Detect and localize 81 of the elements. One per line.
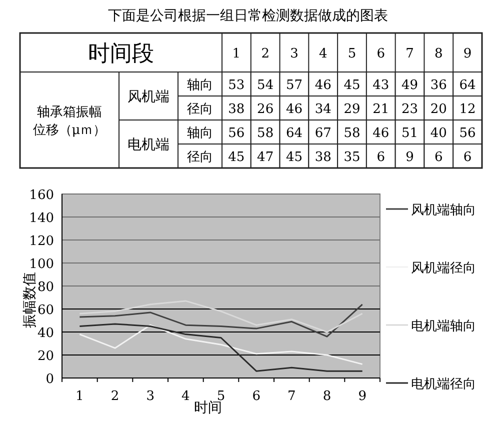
data-label: 20 <box>430 102 447 117</box>
y-tick-label: 0 <box>46 372 54 387</box>
legend-label: 风机端轴向 <box>411 203 476 218</box>
text: 轴承箱振幅位移（μｍ） <box>32 105 106 138</box>
x-tick-label: 3 <box>146 389 154 404</box>
x-tick-label: 8 <box>322 389 332 404</box>
data-label: 6 <box>376 150 386 165</box>
x-tick-label: 5 <box>348 46 356 62</box>
y-tick-label: 120 <box>29 234 54 249</box>
data-label: 53 <box>228 78 245 93</box>
data-label: 46 <box>372 126 390 141</box>
text: 时间段 <box>88 42 154 66</box>
y-tick-label: 轴向 <box>187 126 213 141</box>
data-label: 6 <box>434 150 443 165</box>
text: 风机端 <box>128 89 170 105</box>
data-label: 57 <box>286 78 302 93</box>
line-series <box>78 300 364 333</box>
x-tick-label: 4 <box>182 389 190 404</box>
data-label: 40 <box>430 126 447 141</box>
x-tick-label: 4 <box>318 46 328 62</box>
y-tick-label: 20 <box>37 349 54 364</box>
x-tick-label: 7 <box>288 389 296 404</box>
legend-label: 风机端径向 <box>411 261 476 276</box>
y-tick-label: 80 <box>37 280 54 295</box>
text: 电机端 <box>128 137 170 153</box>
data-label: 43 <box>372 78 390 93</box>
data-label: 29 <box>344 102 360 117</box>
y-tick-label: 40 <box>37 326 54 341</box>
x-tick-label: 6 <box>376 46 386 62</box>
y-tick-label: 径向 <box>187 102 213 117</box>
y-tick-label: 轴向 <box>187 78 213 93</box>
data-label: 64 <box>286 126 302 141</box>
x-tick-label: 3 <box>290 46 298 62</box>
x-tick-label: 8 <box>434 46 443 62</box>
x-axis-title: 时间 <box>194 400 222 416</box>
data-label: 45 <box>344 78 360 93</box>
data-label: 47 <box>257 150 274 165</box>
x-tick-label: 9 <box>358 389 366 404</box>
x-tick-label: 7 <box>406 46 414 62</box>
data-label: 45 <box>286 150 302 165</box>
legend-label: 电机端径向 <box>411 377 476 392</box>
x-tick-label: 6 <box>252 389 260 404</box>
data-label: 51 <box>402 126 418 141</box>
line-series <box>78 304 364 338</box>
y-tick-label: 160 <box>29 188 54 203</box>
data-label: 49 <box>402 78 418 93</box>
data-label: 35 <box>344 150 360 165</box>
x-tick-label: 9 <box>463 46 472 62</box>
y-axis-title: 振幅数值 <box>22 272 38 328</box>
data-label: 58 <box>257 126 274 141</box>
x-tick-label: 2 <box>261 46 270 62</box>
y-tick-label: 100 <box>29 257 54 272</box>
data-label: 64 <box>459 78 476 93</box>
data-label: 54 <box>257 78 274 93</box>
data-label: 38 <box>228 102 245 117</box>
data-label: 6 <box>463 150 472 165</box>
x-tick-label: 1 <box>232 46 241 62</box>
data-label: 23 <box>402 102 418 117</box>
data-label: 56 <box>459 126 476 141</box>
data-label: 12 <box>459 102 476 117</box>
data-label: 46 <box>314 78 332 93</box>
data-label: 67 <box>314 126 332 141</box>
data-label: 9 <box>406 150 414 165</box>
y-tick-label: 径向 <box>187 150 213 165</box>
y-tick-label: 140 <box>29 211 54 226</box>
x-tick-label: 1 <box>76 389 84 404</box>
line-series <box>78 324 364 365</box>
line-series <box>78 323 364 372</box>
chart-title: 下面是公司根据一组日常检测数据做成的图表 <box>108 8 388 24</box>
data-label: 36 <box>430 78 447 93</box>
data-label: 45 <box>228 150 245 165</box>
x-tick-label: 2 <box>110 389 120 404</box>
legend-label: 电机端轴向 <box>411 319 476 334</box>
data-label: 38 <box>314 150 332 165</box>
data-label: 56 <box>228 126 245 141</box>
data-label: 46 <box>286 102 302 117</box>
data-label: 21 <box>372 102 390 117</box>
data-label: 58 <box>344 126 360 141</box>
data-label: 34 <box>314 102 332 117</box>
data-label: 26 <box>257 102 274 117</box>
y-tick-label: 60 <box>37 303 54 318</box>
